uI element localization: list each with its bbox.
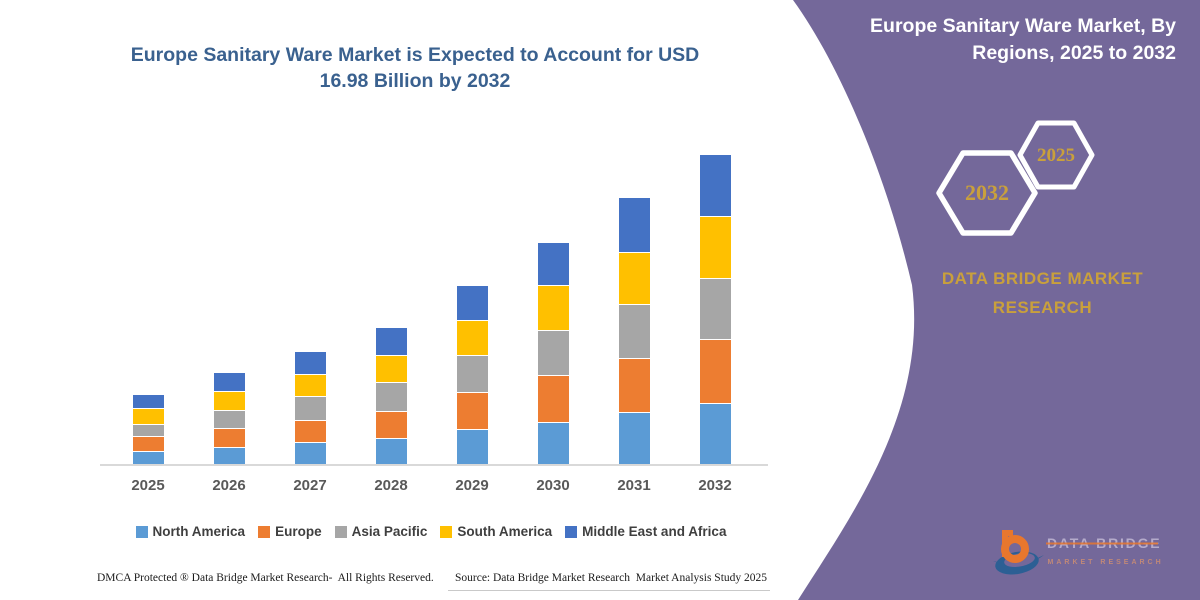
bar-2032 (699, 155, 731, 464)
footer-source-underline (448, 590, 770, 591)
x-axis-label-2027: 2027 (293, 477, 327, 494)
side-panel-heading-line1: Europe Sanitary Ware Market, By (870, 15, 1176, 37)
legend-label: Middle East and Africa (582, 524, 727, 539)
bar-segment-2025-middle-east-and-africa (132, 394, 164, 409)
bar-segment-2032-middle-east-and-africa (699, 155, 731, 218)
bar-segment-2030-europe (537, 376, 569, 423)
legend-item-europe: Europe (258, 524, 322, 539)
legend-label: North America (152, 524, 246, 539)
side-panel-heading-line2: Regions, 2025 to 2032 (972, 42, 1176, 64)
x-axis-label-2028: 2028 (374, 477, 408, 494)
legend-item-south-america: South America (440, 524, 552, 539)
bar-2025 (132, 394, 164, 464)
x-axis-label-2031: 2031 (617, 477, 651, 494)
bar-segment-2028-asia-pacific (375, 383, 407, 413)
bar-segment-2030-asia-pacific (537, 330, 569, 377)
bar-2029 (456, 286, 488, 464)
bar-segment-2028-north-america (375, 439, 407, 464)
bar-segment-2029-asia-pacific (456, 355, 488, 393)
footer-dmca-text: DMCA Protected ® Data Bridge Market Rese… (97, 572, 434, 584)
legend-item-asia-pacific: Asia Pacific (334, 524, 428, 539)
bar-segment-2027-north-america (294, 442, 326, 464)
hexagon-2025: 2025 (1017, 120, 1095, 190)
logo-strike-line (1046, 542, 1158, 545)
brand-name-line1: DATA BRIDGE MARKET (941, 269, 1144, 288)
bar-2026 (213, 373, 245, 464)
side-panel-heading: Europe Sanitary Ware Market, By Regions,… (846, 13, 1176, 67)
legend-swatch-south-america (440, 525, 453, 538)
bar-segment-2030-north-america (537, 422, 569, 464)
hexagon-2025-label: 2025 (1037, 145, 1075, 166)
x-axis-label-2030: 2030 (536, 477, 570, 494)
bar-segment-2028-europe (375, 412, 407, 440)
bar-segment-2030-middle-east-and-africa (537, 242, 569, 287)
x-axis-label-2026: 2026 (212, 477, 246, 494)
bar-segment-2028-south-america (375, 356, 407, 384)
legend-swatch-asia-pacific (334, 525, 347, 538)
bar-segment-2026-asia-pacific (213, 411, 245, 429)
legend-label: South America (457, 524, 553, 539)
bar-2031 (618, 197, 650, 464)
bar-segment-2032-south-america (699, 217, 731, 279)
legend-label: Asia Pacific (351, 524, 428, 539)
bar-2030 (537, 242, 569, 464)
bar-segment-2031-europe (618, 358, 650, 414)
logo-b-icon (993, 530, 1044, 575)
purple-panel-shape (793, 0, 1200, 600)
brand-name-line2: RESEARCH (992, 298, 1093, 317)
hexagon-2032: 2032 (936, 150, 1038, 236)
bar-segment-2031-middle-east-and-africa (618, 197, 650, 253)
bar-segment-2027-south-america (294, 374, 326, 397)
legend-label: Europe (275, 524, 322, 539)
bar-segment-2031-north-america (618, 413, 650, 464)
legend-item-middle-east-and-africa: Middle East and Africa (565, 524, 726, 539)
logo-d-crescent (995, 551, 1039, 575)
bar-segment-2029-south-america (456, 320, 488, 356)
bar-segment-2026-south-america (213, 392, 245, 412)
x-axis-label-2029: 2029 (455, 477, 489, 494)
bar-segment-2025-asia-pacific (132, 425, 164, 437)
chart-title-line1: Europe Sanitary Ware Market is Expected … (130, 44, 700, 66)
bar-segment-2028-middle-east-and-africa (375, 328, 407, 357)
bar-segment-2031-south-america (618, 252, 650, 305)
bar-segment-2029-middle-east-and-africa (456, 286, 488, 321)
legend-swatch-europe (258, 525, 271, 538)
bar-segment-2026-middle-east-and-africa (213, 373, 245, 393)
bar-segment-2032-north-america (699, 403, 731, 464)
bar-2027 (294, 351, 326, 464)
bar-chart: 2025 2026 2027 2028 2029 2030 2031 2032 (131, 155, 732, 494)
bar-segment-2029-north-america (456, 429, 488, 464)
bar-segment-2029-europe (456, 392, 488, 430)
legend-swatch-middle-east-and-africa (565, 525, 578, 538)
x-axis-label-2025: 2025 (131, 477, 165, 494)
chart-title: Europe Sanitary Ware Market is Expected … (85, 42, 745, 94)
bar-segment-2031-asia-pacific (618, 304, 650, 359)
bar-segment-2026-north-america (213, 447, 245, 464)
bar-segment-2032-europe (699, 340, 731, 404)
bar-segment-2027-europe (294, 420, 326, 443)
hexagon-2032-label: 2032 (965, 180, 1009, 205)
bar-segment-2025-south-america (132, 408, 164, 426)
legend-swatch-north-america (135, 525, 148, 538)
x-axis-label-2032: 2032 (698, 477, 732, 494)
bar-segment-2027-middle-east-and-africa (294, 351, 326, 375)
footer-source-text: Source: Data Bridge Market Research Mark… (455, 572, 768, 584)
x-axis-line (100, 464, 768, 466)
chart-title-line2: 16.98 Billion by 2032 (319, 70, 511, 92)
logo-subtitle-text: MARKET RESEARCH (1048, 559, 1164, 566)
bar-2028 (375, 328, 407, 464)
bar-segment-2032-asia-pacific (699, 278, 731, 341)
brand-name-text: DATA BRIDGE MARKET RESEARCH (890, 264, 1195, 322)
chart-legend: North America Europe Asia Pacific South Ame… (95, 524, 767, 539)
bar-segment-2025-europe (132, 437, 164, 452)
bar-segment-2025-north-america (132, 452, 164, 464)
bar-segment-2026-europe (213, 428, 245, 448)
bar-segment-2030-south-america (537, 286, 569, 331)
legend-item-north-america: North America (135, 524, 246, 539)
bar-segment-2027-asia-pacific (294, 396, 326, 421)
data-bridge-logo: DATA BRIDGE MARKET RESEARCH (993, 530, 1164, 575)
